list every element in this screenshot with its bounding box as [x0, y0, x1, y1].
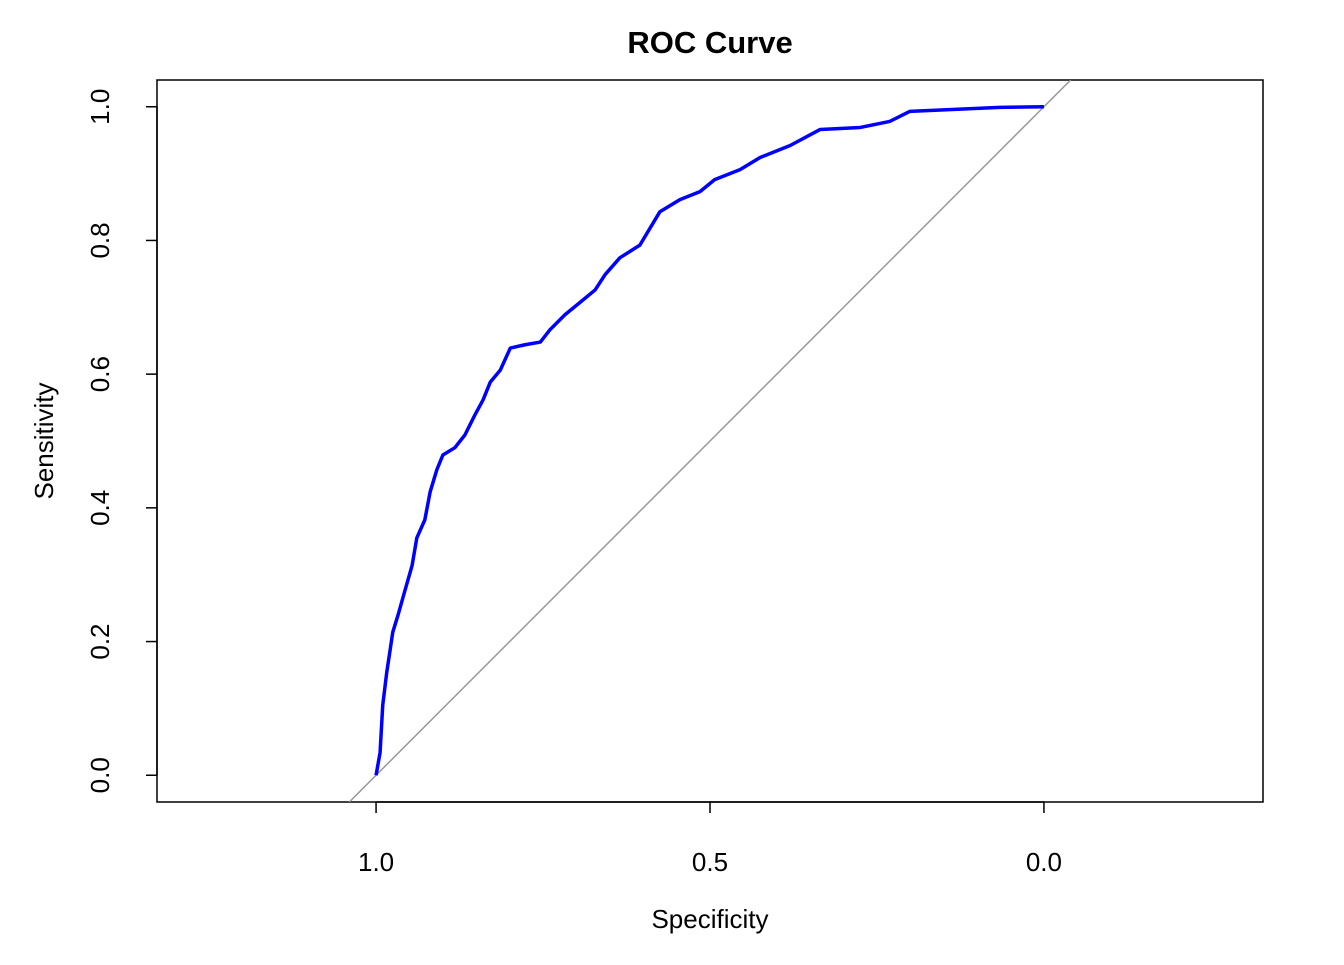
x-tick-label: 1.0	[358, 847, 394, 877]
roc-curve	[374, 104, 1044, 776]
reference-diagonal	[348, 80, 1072, 802]
y-tick-label: 1.0	[85, 89, 115, 125]
y-tick-label: 0.0	[85, 757, 115, 793]
y-tick-label: 0.6	[85, 356, 115, 392]
y-tick-label: 0.2	[85, 623, 115, 659]
x-tick-label: 0.5	[692, 847, 728, 877]
chart-title: ROC Curve	[627, 25, 792, 60]
x-axis-label: Specificity	[651, 904, 768, 934]
y-axis-label: Sensitivity	[29, 382, 59, 499]
x-tick-label: 0.0	[1026, 847, 1062, 877]
y-tick-label: 0.8	[85, 222, 115, 258]
y-tick-label: 0.4	[85, 490, 115, 526]
